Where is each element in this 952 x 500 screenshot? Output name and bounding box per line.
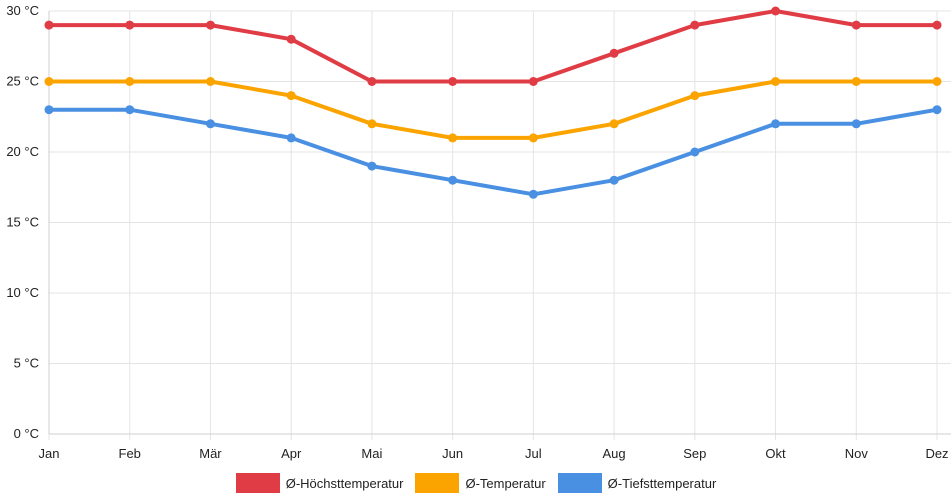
x-tick-label: Okt: [765, 446, 786, 461]
x-tick-label: Apr: [281, 446, 302, 461]
data-point[interactable]: [771, 119, 781, 129]
legend-label: Ø-Temperatur: [465, 475, 546, 491]
y-tick-label: 15 °C: [6, 215, 39, 230]
data-point[interactable]: [125, 105, 135, 115]
data-point[interactable]: [932, 105, 942, 115]
data-point[interactable]: [690, 91, 700, 101]
legend: Ø-Höchsttemperatur Ø-Temperatur Ø-Tiefstte…: [0, 470, 952, 496]
series-group: [44, 6, 942, 199]
data-point[interactable]: [448, 133, 458, 143]
x-tick-label: Jan: [39, 446, 60, 461]
data-point[interactable]: [44, 77, 54, 86]
data-point[interactable]: [771, 6, 781, 16]
data-point[interactable]: [205, 119, 215, 129]
data-point[interactable]: [851, 20, 861, 30]
x-tick-label: Nov: [845, 446, 869, 461]
legend-item-2[interactable]: Ø-Temperatur: [415, 473, 546, 493]
legend-swatch: [557, 473, 602, 493]
data-point[interactable]: [205, 20, 215, 30]
data-point[interactable]: [528, 77, 538, 86]
data-point[interactable]: [367, 119, 377, 129]
data-point[interactable]: [690, 20, 700, 30]
legend-label: Ø-Tiefsttemperatur: [607, 475, 717, 491]
data-point[interactable]: [125, 77, 135, 86]
y-tick-label: 10 °C: [6, 285, 39, 300]
data-point[interactable]: [286, 34, 296, 44]
x-tick-label: Aug: [603, 446, 626, 461]
y-tick-label: 25 °C: [6, 74, 39, 89]
x-tick-label: Dez: [925, 446, 948, 461]
data-point[interactable]: [609, 119, 619, 129]
y-tick-label: 20 °C: [6, 144, 39, 159]
data-point[interactable]: [205, 77, 215, 86]
x-tick-label: Mär: [199, 446, 222, 461]
data-point[interactable]: [448, 175, 458, 185]
data-point[interactable]: [851, 119, 861, 129]
data-point[interactable]: [851, 77, 861, 86]
legend-swatch: [415, 473, 460, 493]
x-tick-label: Mai: [361, 446, 382, 461]
x-tick-label: Jun: [442, 446, 463, 461]
x-axis: Jan Feb Mär Apr Mai Jun Jul Aug Sep Okt Nov Dez: [39, 446, 949, 461]
data-point[interactable]: [367, 161, 377, 171]
data-point[interactable]: [44, 20, 54, 30]
data-point[interactable]: [932, 77, 942, 86]
data-point[interactable]: [125, 20, 135, 30]
data-point[interactable]: [367, 77, 377, 86]
series-line-1: [47, 9, 939, 84]
data-point[interactable]: [286, 133, 296, 143]
data-point[interactable]: [609, 48, 619, 58]
data-point[interactable]: [448, 77, 458, 86]
y-tick-label: 5 °C: [14, 356, 39, 371]
data-point[interactable]: [286, 91, 296, 101]
data-point[interactable]: [771, 77, 781, 86]
series-line-2: [47, 79, 939, 140]
legend-item-1[interactable]: Ø-Höchsttemperatur: [235, 473, 404, 493]
legend-swatch: [235, 473, 280, 493]
y-tick-label: 30 °C: [6, 3, 39, 18]
y-axis: 0 °C 5 °C 10 °C 15 °C 20 °C 25 °C 30 °C: [6, 3, 39, 441]
x-tick-label: Sep: [683, 446, 706, 461]
data-point[interactable]: [609, 175, 619, 185]
data-point[interactable]: [932, 20, 942, 30]
data-point[interactable]: [528, 133, 538, 143]
series-line-3: [47, 107, 939, 197]
legend-item-3[interactable]: Ø-Tiefsttemperatur: [557, 473, 717, 493]
legend-label: Ø-Höchsttemperatur: [285, 475, 404, 491]
y-tick-label: 0 °C: [14, 426, 39, 441]
grid: [48, 10, 951, 440]
data-point[interactable]: [690, 147, 700, 157]
x-tick-label: Jul: [525, 446, 542, 461]
data-point[interactable]: [44, 105, 54, 115]
data-point[interactable]: [528, 189, 538, 199]
x-tick-label: Feb: [119, 446, 141, 461]
